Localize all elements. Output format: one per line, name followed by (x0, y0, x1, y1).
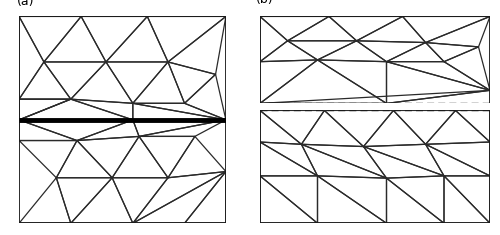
Text: (a): (a) (17, 0, 34, 8)
Text: (b): (b) (256, 0, 273, 6)
